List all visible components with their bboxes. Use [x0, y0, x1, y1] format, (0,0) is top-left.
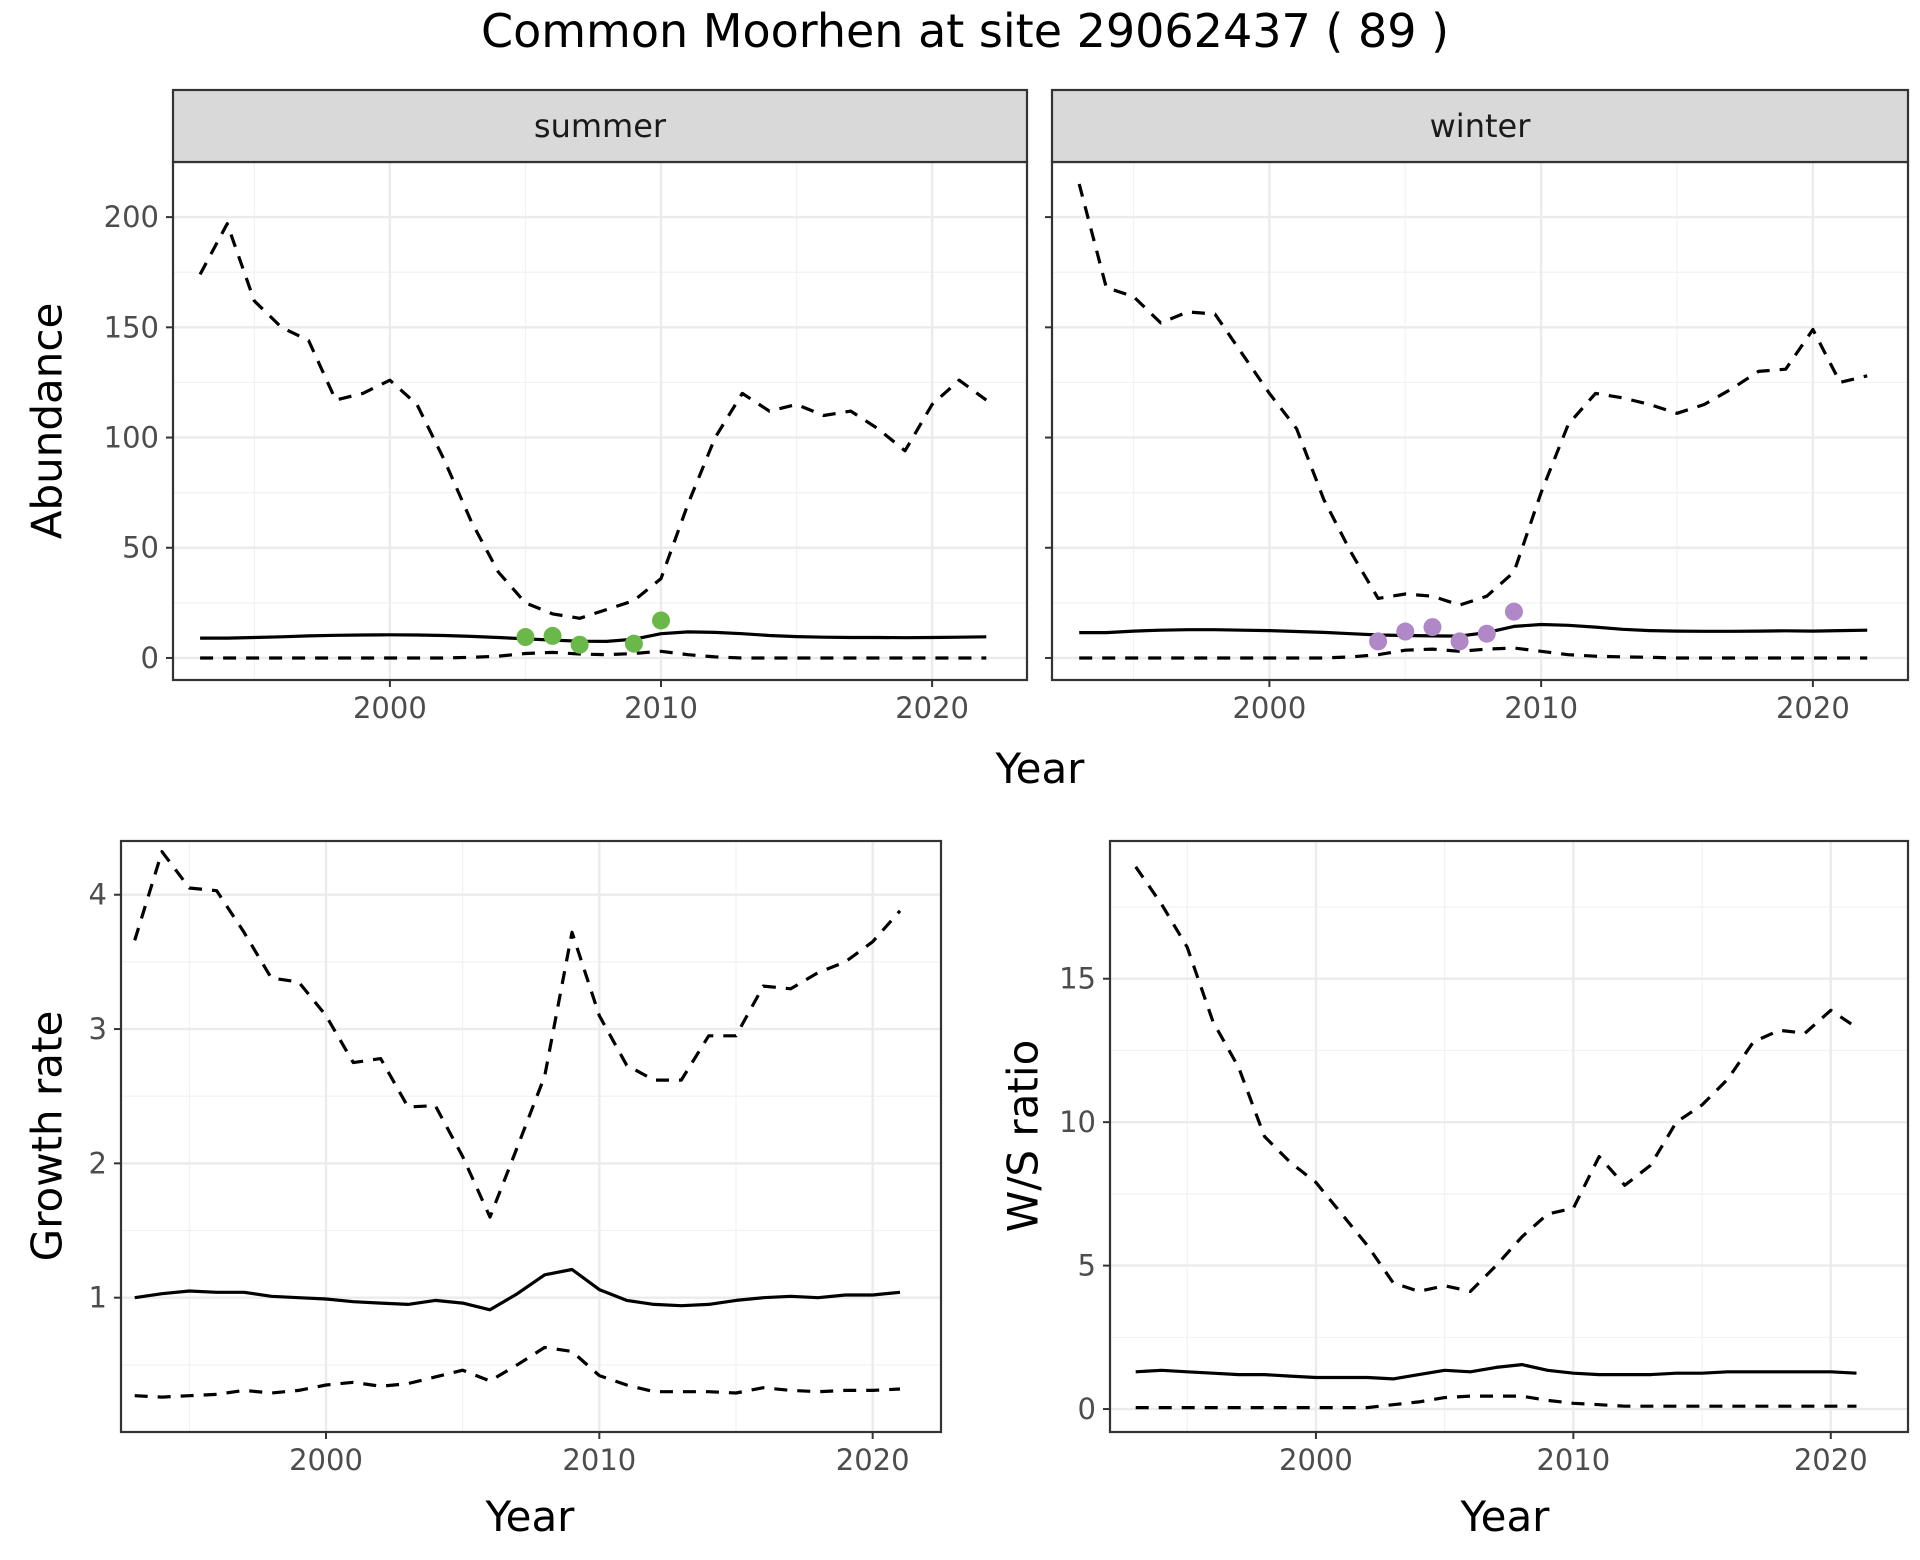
series-line-estimate — [200, 630, 987, 643]
data-point — [543, 626, 562, 645]
x-tick-label: 2020 — [836, 1443, 910, 1477]
y-tick-label: 2 — [89, 1146, 107, 1180]
x-tick-label: 2000 — [1232, 691, 1306, 725]
data-point — [1423, 618, 1442, 637]
x-tick-label: 2000 — [1279, 1443, 1353, 1477]
data-point — [516, 628, 535, 647]
y-tick-label: 0 — [1078, 1392, 1096, 1426]
facet-strip-label: winter — [1430, 107, 1532, 145]
panel-winter: winter 2000 2010 2020 — [1045, 88, 1910, 725]
x-tick-label: 2020 — [895, 691, 969, 725]
y-tick-label: 0 — [141, 641, 159, 675]
facet-strip — [1050, 88, 1910, 164]
x-tick-label: 2010 — [1504, 691, 1578, 725]
y-tick-label: 50 — [122, 531, 159, 565]
y-tick-label: 3 — [89, 1012, 107, 1046]
series-line-estimate — [134, 1267, 901, 1312]
y-tick-label: 100 — [104, 421, 159, 455]
x-tick-label: 2010 — [1536, 1443, 1610, 1477]
series-line-estimate — [1135, 1363, 1857, 1381]
y-tick-label: 5 — [1078, 1249, 1096, 1283]
y-axis-title: W/S ratio — [999, 1040, 1048, 1233]
x-tick-label: 2020 — [1794, 1443, 1868, 1477]
panel-background — [1052, 162, 1908, 680]
figure-title: Common Moorhen at site 29062437 ( 89 ) — [481, 4, 1449, 58]
panel-background — [121, 841, 941, 1432]
data-point — [1369, 632, 1388, 651]
panel-background — [1110, 841, 1908, 1432]
x-axis-title: Year — [1460, 1492, 1551, 1541]
y-tick-label: 150 — [104, 310, 159, 344]
data-point — [570, 635, 589, 654]
data-point — [1477, 624, 1496, 643]
data-point — [1450, 632, 1469, 651]
panel-plot-4: 2000 2010 2020 0 5 10 15 W/S ratio Year — [999, 839, 1910, 1541]
facet-strip-label: summer — [534, 107, 667, 145]
y-tick-label: 200 — [104, 200, 159, 234]
y-tick-label: 1 — [89, 1281, 107, 1315]
x-axis-title: Year — [485, 1492, 576, 1541]
facet-strip — [171, 88, 1029, 164]
x-tick-label: 2010 — [624, 691, 698, 725]
data-point — [1504, 602, 1523, 621]
x-tick-label: 2020 — [1776, 691, 1850, 725]
y-tick-label: 10 — [1059, 1105, 1096, 1139]
series-line-upper — [1134, 865, 1858, 1293]
y-tick-label: 15 — [1059, 962, 1096, 996]
x-axis-title-shared: Year — [995, 744, 1086, 793]
y-axis-title: Growth rate — [23, 1011, 72, 1262]
x-tick-label: 2000 — [289, 1443, 363, 1477]
x-tick-label: 2000 — [353, 691, 427, 725]
data-point — [652, 611, 670, 630]
panel-background — [173, 162, 1027, 680]
data-point — [624, 634, 643, 653]
panel-plot-3: 2000 2010 2020 1 2 3 4 Growth rate Year — [23, 839, 943, 1541]
data-point — [1396, 622, 1415, 641]
series-line-estimate — [1079, 622, 1868, 638]
panel-border — [119, 839, 943, 1434]
y-axis-title: Abundance — [23, 303, 72, 540]
y-tick-label: 4 — [89, 878, 107, 912]
panel-border — [1108, 839, 1910, 1434]
x-tick-label: 2010 — [562, 1443, 636, 1477]
series-line-upper — [133, 850, 902, 1219]
series-line-lower — [1135, 1394, 1857, 1410]
series-line-lower — [200, 649, 987, 660]
series-line-lower — [134, 1345, 901, 1399]
series-line-upper — [198, 222, 988, 620]
series-line-lower — [1079, 646, 1868, 660]
panel-summer: summer 2000 2010 2020 0 50 100 150 200 Abundance — [23, 88, 1029, 725]
